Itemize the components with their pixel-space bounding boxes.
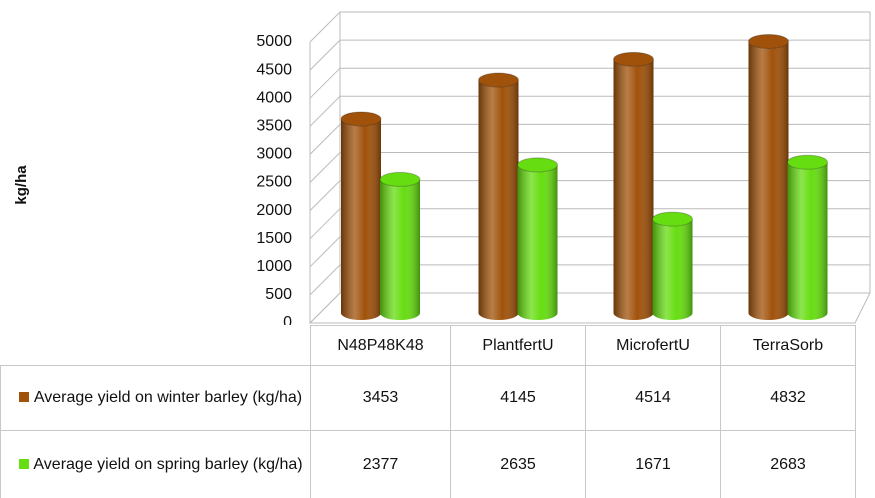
cylinder-top — [340, 111, 382, 127]
y-tick-label: 3000 — [256, 146, 292, 163]
legend-key — [19, 392, 29, 402]
blank-cell — [1, 326, 311, 366]
y-tick-label: 2500 — [256, 174, 292, 191]
grid-line — [309, 11, 870, 43]
category-cell: MicrofertU — [585, 325, 721, 366]
grid-line — [309, 123, 870, 155]
y-tick-label: 4500 — [256, 61, 292, 78]
cylinder-top — [613, 51, 654, 67]
y-tick-label: 2000 — [256, 202, 292, 219]
cylinder-shade — [517, 164, 558, 320]
series-row: Average yield on winter barley (kg/ha) 34… — [0, 365, 856, 431]
legend-entry: Average yield on winter barley (kg/ha) — [1, 386, 310, 410]
cylinder-top — [379, 171, 421, 187]
legend-cell: Average yield on spring barley (kg/ha) — [0, 430, 311, 498]
cylinder-shade — [478, 80, 519, 321]
value-cell: 2635 — [450, 430, 586, 498]
legend-key — [19, 458, 29, 469]
value-cell: 2683 — [720, 430, 856, 498]
cylinder-top — [748, 33, 789, 49]
cylinder-shade — [652, 219, 693, 320]
legend-cell: Average yield on winter barley (kg/ha) — [0, 365, 311, 431]
y-tick-label: 500 — [265, 286, 292, 303]
series-row: Average yield on spring barley (kg/ha) 23… — [0, 430, 856, 498]
grid-line — [309, 67, 870, 99]
cylinder-top — [652, 211, 693, 227]
value-cell: 4832 — [720, 365, 856, 431]
cylinder-shade — [787, 162, 828, 320]
y-tick-label: 3500 — [256, 118, 292, 135]
value-cell: 2377 — [310, 430, 451, 498]
cylinder-shade — [380, 179, 420, 320]
legend-entry: Average yield on spring barley (kg/ha) — [1, 453, 310, 477]
grid-line — [309, 152, 870, 183]
grid-line — [309, 208, 870, 240]
y-tick-label: 0 — [283, 314, 292, 325]
data-table: N48P48K48 PlantfertU MicrofertU TerraSor… — [0, 325, 856, 498]
y-tick-label: 1500 — [256, 230, 292, 247]
y-tick-label: 1000 — [256, 258, 292, 275]
y-tick-label: 4000 — [256, 89, 292, 106]
value-cell: 4145 — [450, 365, 586, 431]
legend-label: Average yield on winter barley (kg/ha) — [33, 389, 303, 406]
category-cell: N48P48K48 — [310, 325, 451, 366]
grid-line — [309, 39, 870, 71]
legend-label: Average yield on spring barley (kg/ha) — [33, 455, 303, 473]
cylinder-shade — [613, 59, 654, 320]
value-cell: 4514 — [585, 365, 721, 431]
grid — [309, 11, 870, 324]
grid-line — [309, 264, 870, 296]
header-row: N48P48K48 PlantfertU MicrofertU TerraSor… — [1, 325, 856, 366]
y-axis-label: kg/ha — [13, 165, 30, 205]
cylinder-shade — [748, 41, 789, 321]
grid-line — [309, 95, 870, 127]
category-cell: PlantfertU — [450, 325, 586, 366]
chart: kg/ha 0 500 1000 1500 2000 2500 3000 3500 4000 45… — [13, 11, 871, 325]
cylinder-top — [478, 72, 519, 88]
y-tick-label: 5000 — [256, 33, 292, 50]
value-cell: 3453 — [310, 365, 451, 431]
cylinder-top — [517, 157, 558, 173]
bars — [340, 33, 828, 321]
category-cell: TerraSorb — [720, 325, 856, 366]
cylinder-top — [787, 154, 828, 170]
grid-line — [309, 236, 870, 268]
cylinder-shade — [341, 118, 381, 320]
grid-line — [309, 180, 870, 211]
value-cell: 1671 — [585, 430, 721, 498]
grid-line — [309, 292, 870, 324]
